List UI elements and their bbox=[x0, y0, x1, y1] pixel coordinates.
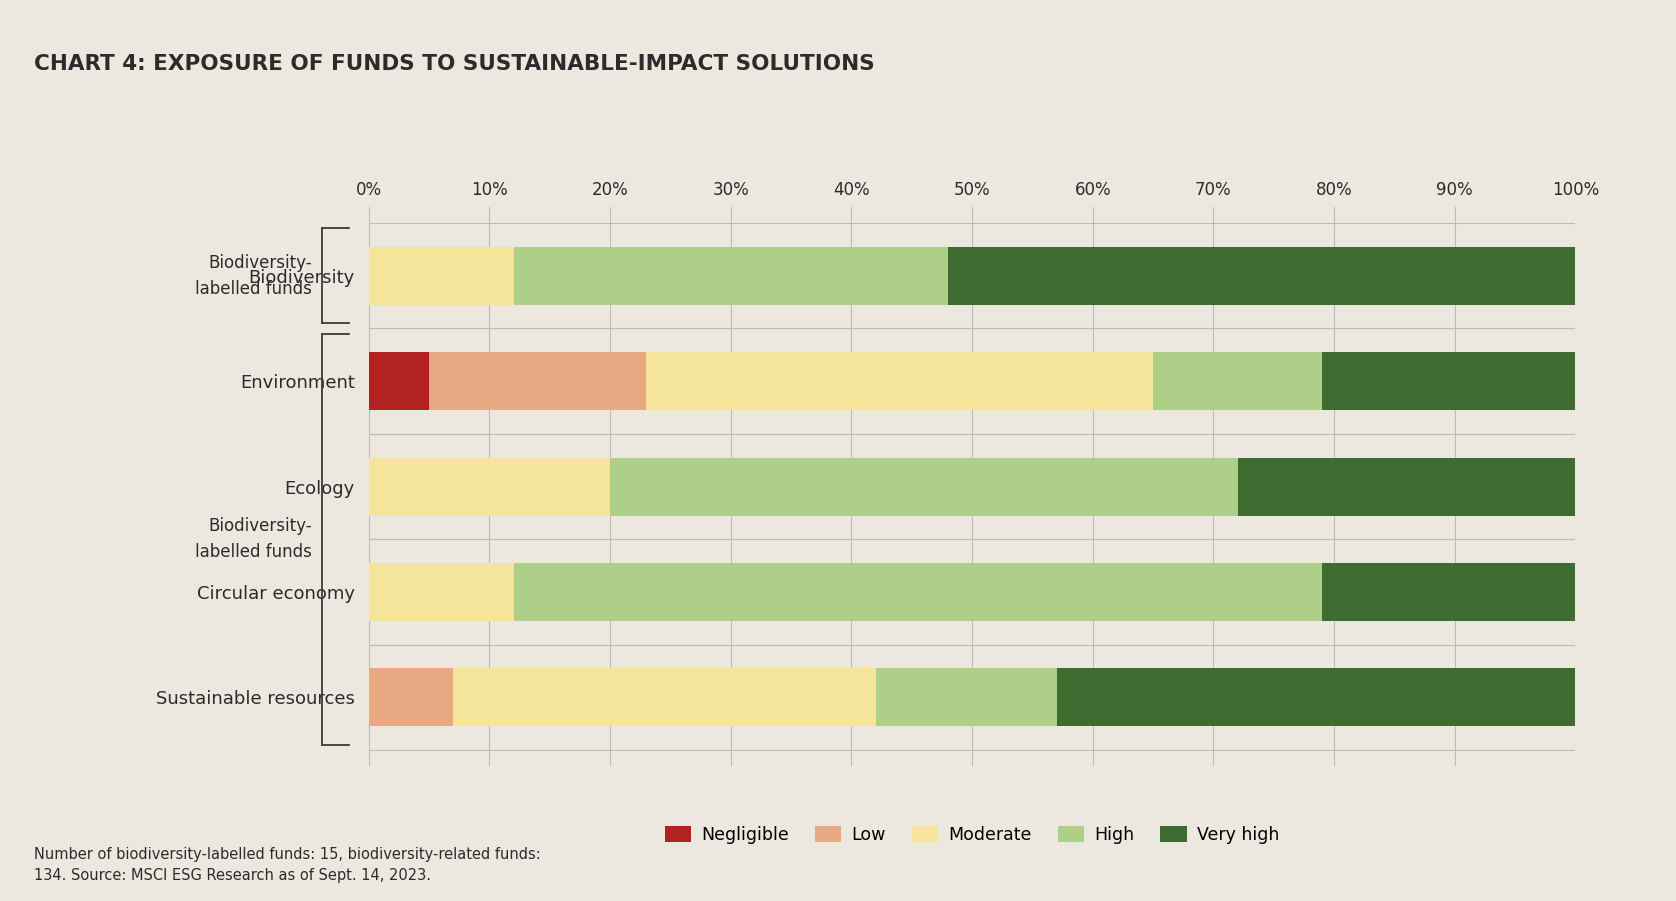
Bar bbox=[1322, 563, 1575, 621]
Bar bbox=[513, 247, 949, 305]
Bar bbox=[369, 458, 610, 515]
Legend: Negligible, Low, Moderate, High, Very high: Negligible, Low, Moderate, High, Very hi… bbox=[659, 819, 1285, 851]
Text: CHART 4: EXPOSURE OF FUNDS TO SUSTAINABLE-IMPACT SOLUTIONS: CHART 4: EXPOSURE OF FUNDS TO SUSTAINABL… bbox=[34, 54, 875, 74]
Bar bbox=[949, 247, 1575, 305]
Bar bbox=[513, 563, 1322, 621]
Bar bbox=[369, 352, 429, 410]
Bar bbox=[429, 352, 647, 410]
Bar bbox=[1237, 458, 1575, 515]
Bar bbox=[647, 352, 1153, 410]
Bar bbox=[1056, 669, 1575, 726]
Bar bbox=[369, 669, 453, 726]
Bar bbox=[610, 458, 1237, 515]
Bar bbox=[369, 563, 513, 621]
Text: Biodiversity-
labelled funds: Biodiversity- labelled funds bbox=[194, 253, 312, 298]
Bar bbox=[875, 669, 1056, 726]
Text: Number of biodiversity-labelled funds: 15, biodiversity-related funds:
134. Sour: Number of biodiversity-labelled funds: 1… bbox=[34, 847, 540, 883]
Text: Biodiversity-
labelled funds: Biodiversity- labelled funds bbox=[194, 517, 312, 561]
Bar bbox=[1153, 352, 1322, 410]
Bar bbox=[1322, 352, 1575, 410]
Bar bbox=[453, 669, 875, 726]
Bar bbox=[369, 247, 513, 305]
